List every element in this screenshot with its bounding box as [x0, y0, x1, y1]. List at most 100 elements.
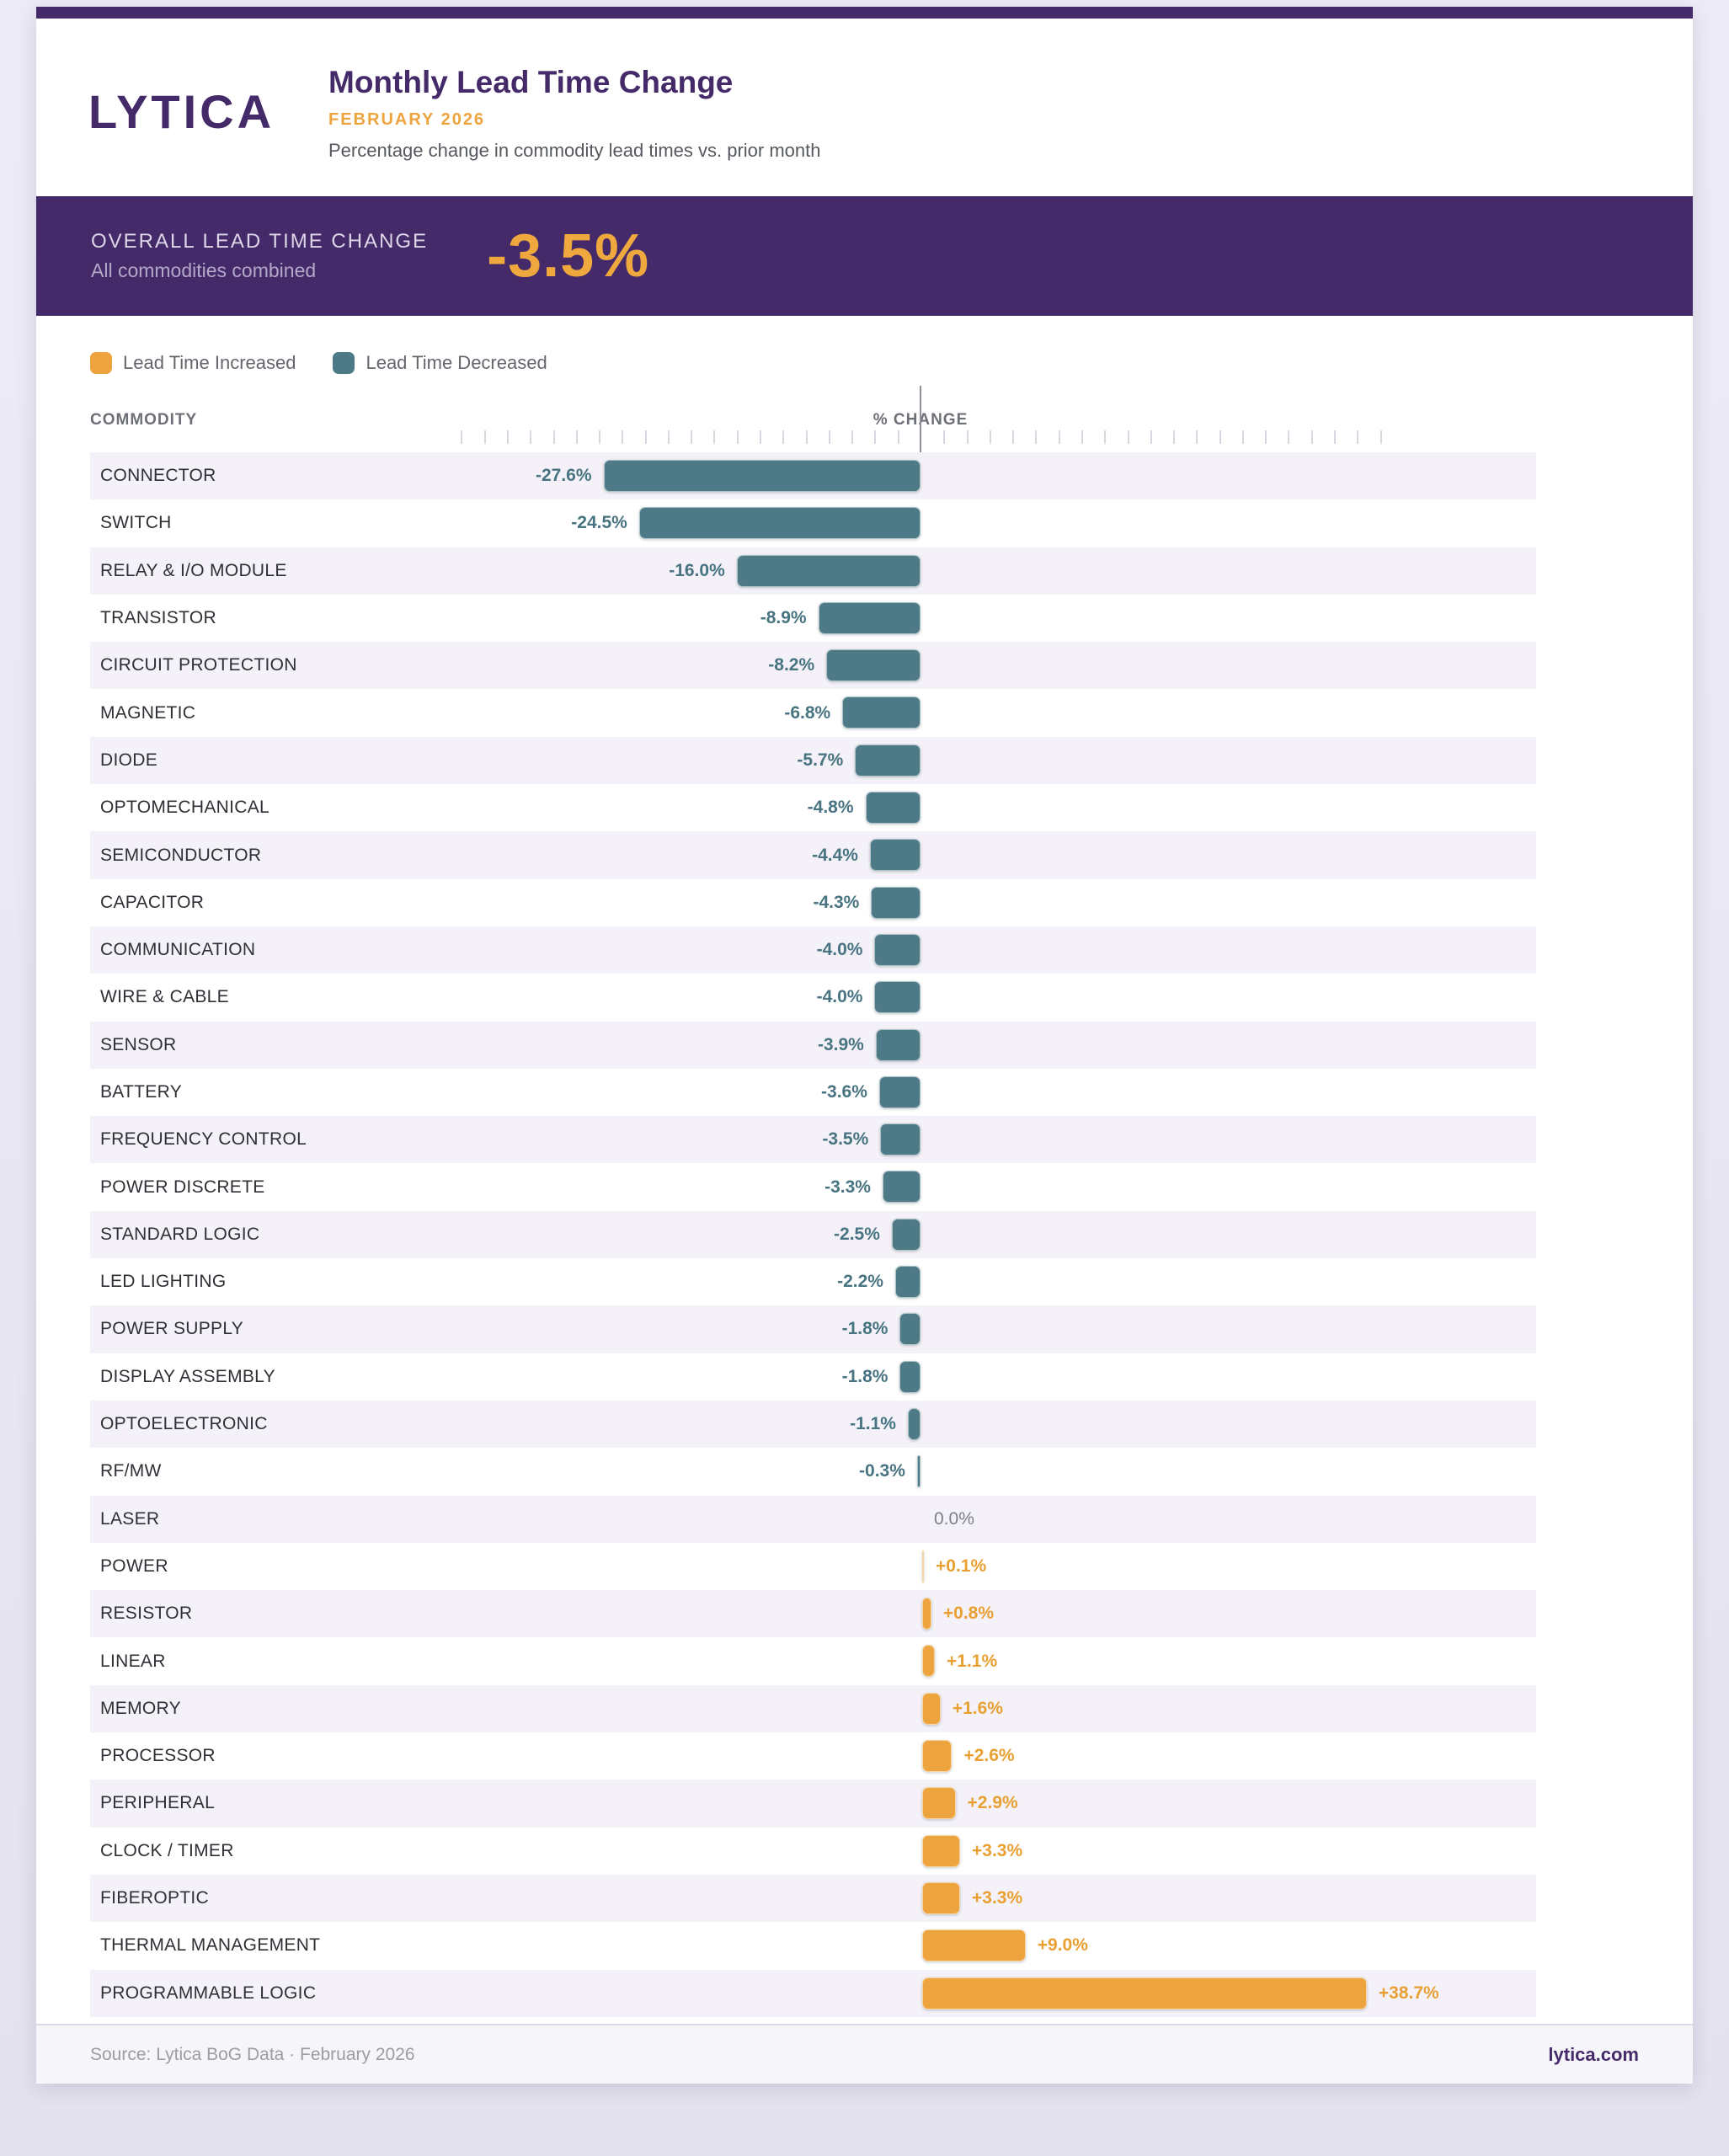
legend-item-decreased: Lead Time Decreased	[333, 352, 547, 374]
axis-tick	[1150, 430, 1152, 444]
commodity-label: SENSOR	[100, 1034, 177, 1054]
commodity-label: SWITCH	[100, 513, 172, 533]
table-row: PROCESSOR +2.6%	[36, 1732, 1693, 1780]
table-row: THERMAL MANAGEMENT +9.0%	[36, 1922, 1693, 1970]
table-row: RF/MW -0.3%	[36, 1448, 1693, 1496]
table-row: LASER 0.0%	[36, 1495, 1693, 1543]
decreased-swatch-icon	[333, 352, 355, 374]
table-row: STANDARD LOGIC -2.5%	[36, 1210, 1693, 1259]
table-row: CAPACITOR -4.3%	[36, 878, 1693, 926]
change-value: +0.8%	[942, 1604, 995, 1624]
table-row: MAGNETIC -6.8%	[36, 689, 1693, 737]
commodity-label: RF/MW	[100, 1461, 162, 1481]
change-value: +1.6%	[952, 1698, 1003, 1718]
row-band	[90, 784, 1536, 832]
change-bar	[891, 1218, 921, 1251]
table-row: PROGRAMMABLE LOGIC +38.7%	[36, 1969, 1693, 2017]
change-bar	[855, 744, 921, 776]
overall-change-value: -3.5%	[487, 222, 650, 290]
row-band	[90, 642, 1536, 690]
commodity-label: RESISTOR	[100, 1604, 193, 1624]
table-row: LINEAR +1.1%	[36, 1637, 1693, 1685]
axis-tick	[828, 430, 830, 444]
axis-tick	[713, 430, 716, 444]
commodity-label: POWER SUPPLY	[100, 1319, 244, 1339]
commodity-label: COMMUNICATION	[100, 940, 256, 960]
change-bar	[922, 1929, 1026, 1962]
axis-tick	[805, 430, 808, 444]
commodity-label: DIODE	[100, 750, 158, 770]
table-row: COMMUNICATION -4.0%	[36, 926, 1693, 974]
change-value: -24.5%	[571, 513, 627, 533]
change-bar	[874, 981, 921, 1014]
axis-tick	[1265, 430, 1267, 444]
row-band	[90, 1684, 1536, 1733]
commodity-label: POWER DISCRETE	[100, 1177, 265, 1197]
axis-tick	[691, 430, 693, 444]
change-value: -8.9%	[760, 608, 807, 628]
row-band	[90, 689, 1536, 737]
row-band	[90, 1258, 1536, 1306]
change-bar	[922, 1740, 953, 1773]
change-value: -4.8%	[807, 798, 854, 818]
table-row: RESISTOR +0.8%	[36, 1590, 1693, 1638]
row-band	[90, 736, 1536, 785]
lytica-site-link[interactable]: lytica.com	[1548, 2043, 1639, 2065]
axis-tick	[1196, 430, 1198, 444]
banner-label: OVERALL LEAD TIME CHANGE	[91, 230, 429, 253]
legend-increased-label: Lead Time Increased	[123, 352, 296, 373]
axis-tick	[851, 430, 854, 444]
change-bar	[922, 1834, 960, 1867]
row-band	[90, 1495, 1536, 1543]
axis-tick	[1127, 430, 1129, 444]
change-value: -0.3%	[859, 1461, 905, 1481]
table-row: DISPLAY ASSEMBLY -1.8%	[36, 1353, 1693, 1401]
commodity-column-header: COMMODITY	[90, 411, 198, 429]
commodity-label: LINEAR	[100, 1651, 166, 1671]
commodity-label: FREQUENCY CONTROL	[100, 1129, 307, 1150]
table-row: CIRCUIT PROTECTION -8.2%	[36, 642, 1693, 690]
row-band	[90, 1780, 1536, 1828]
change-value: -5.7%	[797, 750, 844, 770]
commodity-label: CLOCK / TIMER	[100, 1840, 234, 1860]
table-row: BATTERY -3.6%	[36, 1068, 1693, 1117]
axis-tick	[530, 430, 532, 444]
table-row: WIRE & CABLE -4.0%	[36, 974, 1693, 1022]
change-value: -8.2%	[768, 655, 815, 675]
source-note: Source: Lytica BoG Data · February 2026	[90, 2044, 415, 2064]
axis-tick	[1173, 430, 1176, 444]
top-accent-bar	[36, 7, 1693, 19]
change-value: -2.5%	[834, 1224, 880, 1244]
table-row: POWER SUPPLY -1.8%	[36, 1305, 1693, 1353]
commodity-label: CONNECTOR	[100, 466, 216, 486]
axis-tick	[1379, 430, 1382, 444]
change-bar	[638, 507, 921, 540]
change-bar	[922, 1881, 960, 1914]
table-row: CLOCK / TIMER +3.3%	[36, 1827, 1693, 1875]
row-band	[90, 1353, 1536, 1401]
change-value: -16.0%	[669, 560, 725, 580]
commodity-label: WIRE & CABLE	[100, 987, 229, 1007]
change-bar	[865, 792, 921, 825]
change-bar	[871, 886, 921, 919]
change-bar	[874, 933, 921, 966]
chart-rows: CONNECTOR -27.6% SWITCH -24.5% RELAY & I/O M…	[36, 452, 1693, 2017]
table-row: FREQUENCY CONTROL -3.5%	[36, 1116, 1693, 1164]
change-bar	[603, 460, 921, 492]
change-value: -3.5%	[822, 1129, 869, 1150]
row-band	[90, 1163, 1536, 1211]
commodity-label: CAPACITOR	[100, 892, 205, 912]
zero-axis-line	[920, 386, 921, 452]
report-header: LYTICA Monthly Lead Time Change FEBRUARY…	[36, 19, 1693, 196]
increased-swatch-icon	[90, 352, 112, 374]
change-bar	[736, 554, 921, 587]
axis-tick	[1310, 430, 1313, 444]
commodity-label: SEMICONDUCTOR	[100, 845, 262, 865]
row-band	[90, 1210, 1536, 1259]
row-band	[90, 1448, 1536, 1496]
commodity-label: RELAY & I/O MODULE	[100, 560, 287, 580]
table-row: SENSOR -3.9%	[36, 1021, 1693, 1069]
axis-tick	[1357, 430, 1359, 444]
axis-tick	[1104, 430, 1107, 444]
